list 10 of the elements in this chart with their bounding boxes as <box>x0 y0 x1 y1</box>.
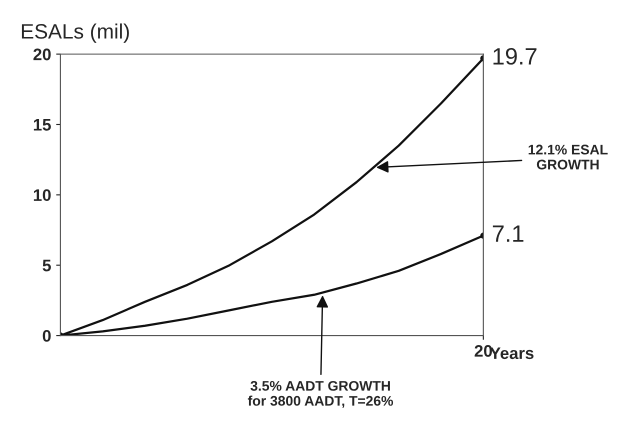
y-tick-label: 10 <box>34 189 51 202</box>
y-tick-label: 5 <box>42 260 51 272</box>
text: 12.1% ESAL GROWTH <box>528 144 608 170</box>
y-tick-label: 15 <box>34 119 51 131</box>
data-label: 19.7 <box>493 48 536 65</box>
data-label: 7.1 <box>492 226 524 242</box>
text: 3.5% AADT GROWTH for 3800 AADT, T=26% <box>248 380 394 408</box>
y-axis-title: ESALs (mil) <box>22 23 129 43</box>
y-tick-label: 0 <box>42 330 51 342</box>
y-tick-label: 20 <box>33 48 51 60</box>
